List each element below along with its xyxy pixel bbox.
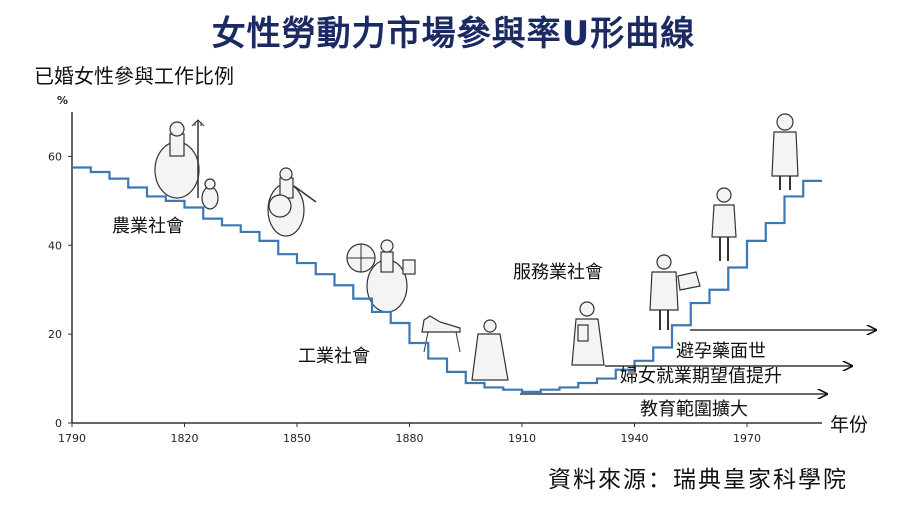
x-tick-label: 1820 <box>171 432 199 445</box>
data-point <box>352 297 355 300</box>
data-point <box>239 231 242 233</box>
historical-figures <box>154 113 799 381</box>
x-tick-label: 1970 <box>733 432 761 445</box>
data-point <box>71 166 73 169</box>
era-label-agricultural: 農業社會 <box>112 216 184 237</box>
data-point <box>89 171 92 173</box>
data-point <box>614 368 617 371</box>
data-point <box>108 177 111 180</box>
axes: % 年份 1790 1820 1850 1880 1910 1940 1970 0 20 40 60 <box>48 94 868 445</box>
data-point <box>164 200 167 202</box>
data-point <box>652 346 655 349</box>
data-point <box>427 357 430 360</box>
data-point <box>333 284 336 287</box>
sewing-woman-figure <box>421 315 509 381</box>
era-label-service: 服務業社會 <box>513 262 603 283</box>
service-woman-figure <box>571 301 605 366</box>
data-point <box>202 217 205 220</box>
data-point <box>727 266 730 269</box>
factor-label-pill: 避孕藥面世 <box>676 341 766 362</box>
data-point <box>689 302 692 304</box>
y-axis-label: 已婚女性參與工作比例 <box>34 64 234 88</box>
data-point <box>314 273 317 275</box>
data-point <box>802 180 805 182</box>
factor-label-education: 教育範圍擴大 <box>640 399 748 420</box>
data-point <box>521 391 523 393</box>
data-point <box>539 388 542 391</box>
data-point <box>127 186 130 189</box>
farm-woman-figure <box>154 119 219 210</box>
annotations-layer: 農業社會 工業社會 服務業社會 避孕藥面世 婦女就業期望值提升 教育範圍擴大 <box>112 216 876 420</box>
data-point <box>389 322 392 324</box>
y-tick-label: 40 <box>48 239 62 252</box>
data-point <box>783 195 786 198</box>
data-point <box>671 324 673 327</box>
y-tick-label: 0 <box>55 417 62 430</box>
data-point <box>764 222 767 224</box>
x-axis-label: 年份 <box>830 414 868 436</box>
x-tick-label: 1880 <box>396 432 424 445</box>
x-tick-label: 1910 <box>508 432 536 445</box>
x-tick-label: 1850 <box>283 432 311 445</box>
data-point <box>371 311 373 313</box>
data-point <box>708 288 711 291</box>
x-tick-label: 1790 <box>58 432 86 445</box>
y-unit-label: % <box>57 94 68 107</box>
source-note: 資料來源：瑞典皇家科學院 <box>548 467 848 493</box>
data-point <box>183 206 186 209</box>
spinning-woman-figure <box>267 167 317 237</box>
data-point <box>596 377 598 380</box>
factor-label-expectation: 婦女就業期望值提升 <box>620 366 782 387</box>
step-line-series <box>72 166 822 393</box>
data-point <box>146 195 148 198</box>
chart-title: 女性勞動力市場參與率U形曲線 <box>211 14 696 54</box>
y-tick-label: 20 <box>48 328 62 341</box>
data-point <box>746 240 748 242</box>
data-point <box>296 262 298 264</box>
data-point <box>558 386 561 389</box>
modern-woman-figure <box>771 113 799 190</box>
data-point <box>446 371 448 373</box>
data-point <box>464 382 467 384</box>
data-point <box>258 240 261 242</box>
data-point <box>577 382 580 384</box>
data-point <box>221 224 223 227</box>
data-point <box>483 386 486 389</box>
y-tick-label: 60 <box>48 150 62 163</box>
era-label-industrial: 工業社會 <box>298 346 370 367</box>
data-point <box>633 360 636 362</box>
data-point <box>502 388 505 391</box>
data-point <box>277 253 280 255</box>
professional-woman-figure <box>711 187 737 261</box>
wheel-woman-figure <box>346 239 416 313</box>
x-tick-label: 1940 <box>621 432 649 445</box>
data-point <box>408 342 411 344</box>
office-woman-figure <box>649 254 701 330</box>
series-layer <box>71 166 822 393</box>
